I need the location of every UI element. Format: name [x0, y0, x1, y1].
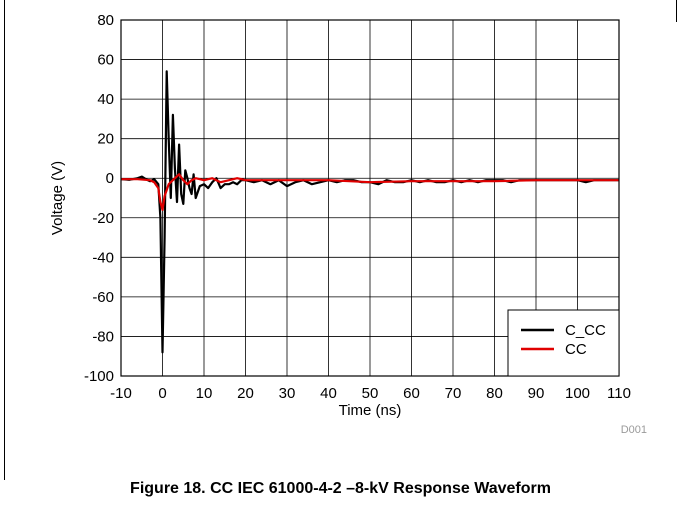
- series-line-cc: [121, 173, 619, 211]
- y-tick-label: 40: [97, 91, 114, 108]
- y-tick-label: -80: [92, 328, 114, 345]
- plot-area-border: [120, 19, 620, 377]
- x-tick-label: 20: [237, 385, 254, 402]
- x-tick-label: 10: [196, 385, 213, 402]
- x-tick-label: 50: [362, 385, 379, 402]
- y-tick-label: -40: [92, 249, 114, 266]
- series-layer: [120, 70, 619, 354]
- x-tick-label: 80: [486, 385, 503, 402]
- y-tick-label: -100: [84, 368, 114, 385]
- x-tick-label: 90: [528, 385, 545, 402]
- y-tick-label: 20: [97, 131, 114, 148]
- figure-id-label: D001: [621, 424, 647, 436]
- y-tick-label: 80: [97, 12, 114, 29]
- x-tick-label: -10: [110, 385, 132, 402]
- legend-entry-label: C_CC: [565, 322, 606, 339]
- legend-box: [507, 309, 620, 377]
- x-tick-label: 40: [320, 385, 337, 402]
- y-tick-label: -60: [92, 289, 114, 306]
- y-tick-label: -20: [92, 210, 114, 227]
- x-tick-label: 60: [403, 385, 420, 402]
- voltage-time-chart: -10 0 10 20 30 40 50 60 70 80 90 100 110 -100-80-60-…: [4, 0, 677, 480]
- figure-caption: Figure 18. CC IEC 61000-4-2 –8-kV Respon…: [130, 480, 551, 497]
- x-tick-label: 110: [607, 385, 631, 402]
- x-tick-label: 0: [158, 385, 166, 402]
- legend: C_CC CC: [507, 309, 620, 377]
- x-axis-label: Time (ns): [339, 402, 402, 419]
- y-tick-labels: -100 -80 -60 -40 -20 0 20 40 60 80: [84, 12, 114, 385]
- x-tick-label: 70: [445, 385, 462, 402]
- x-tick-label: 100: [565, 385, 590, 402]
- x-tick-label: 30: [279, 385, 296, 402]
- x-tick-labels: -10 0 10 20 30 40 50 60 70 80 90 100 110: [110, 385, 631, 402]
- y-tick-label: 60: [97, 52, 114, 69]
- y-tick-label: 0: [106, 170, 114, 187]
- legend-entry-label: CC: [565, 341, 587, 358]
- y-axis-label: Voltage (V): [49, 161, 66, 235]
